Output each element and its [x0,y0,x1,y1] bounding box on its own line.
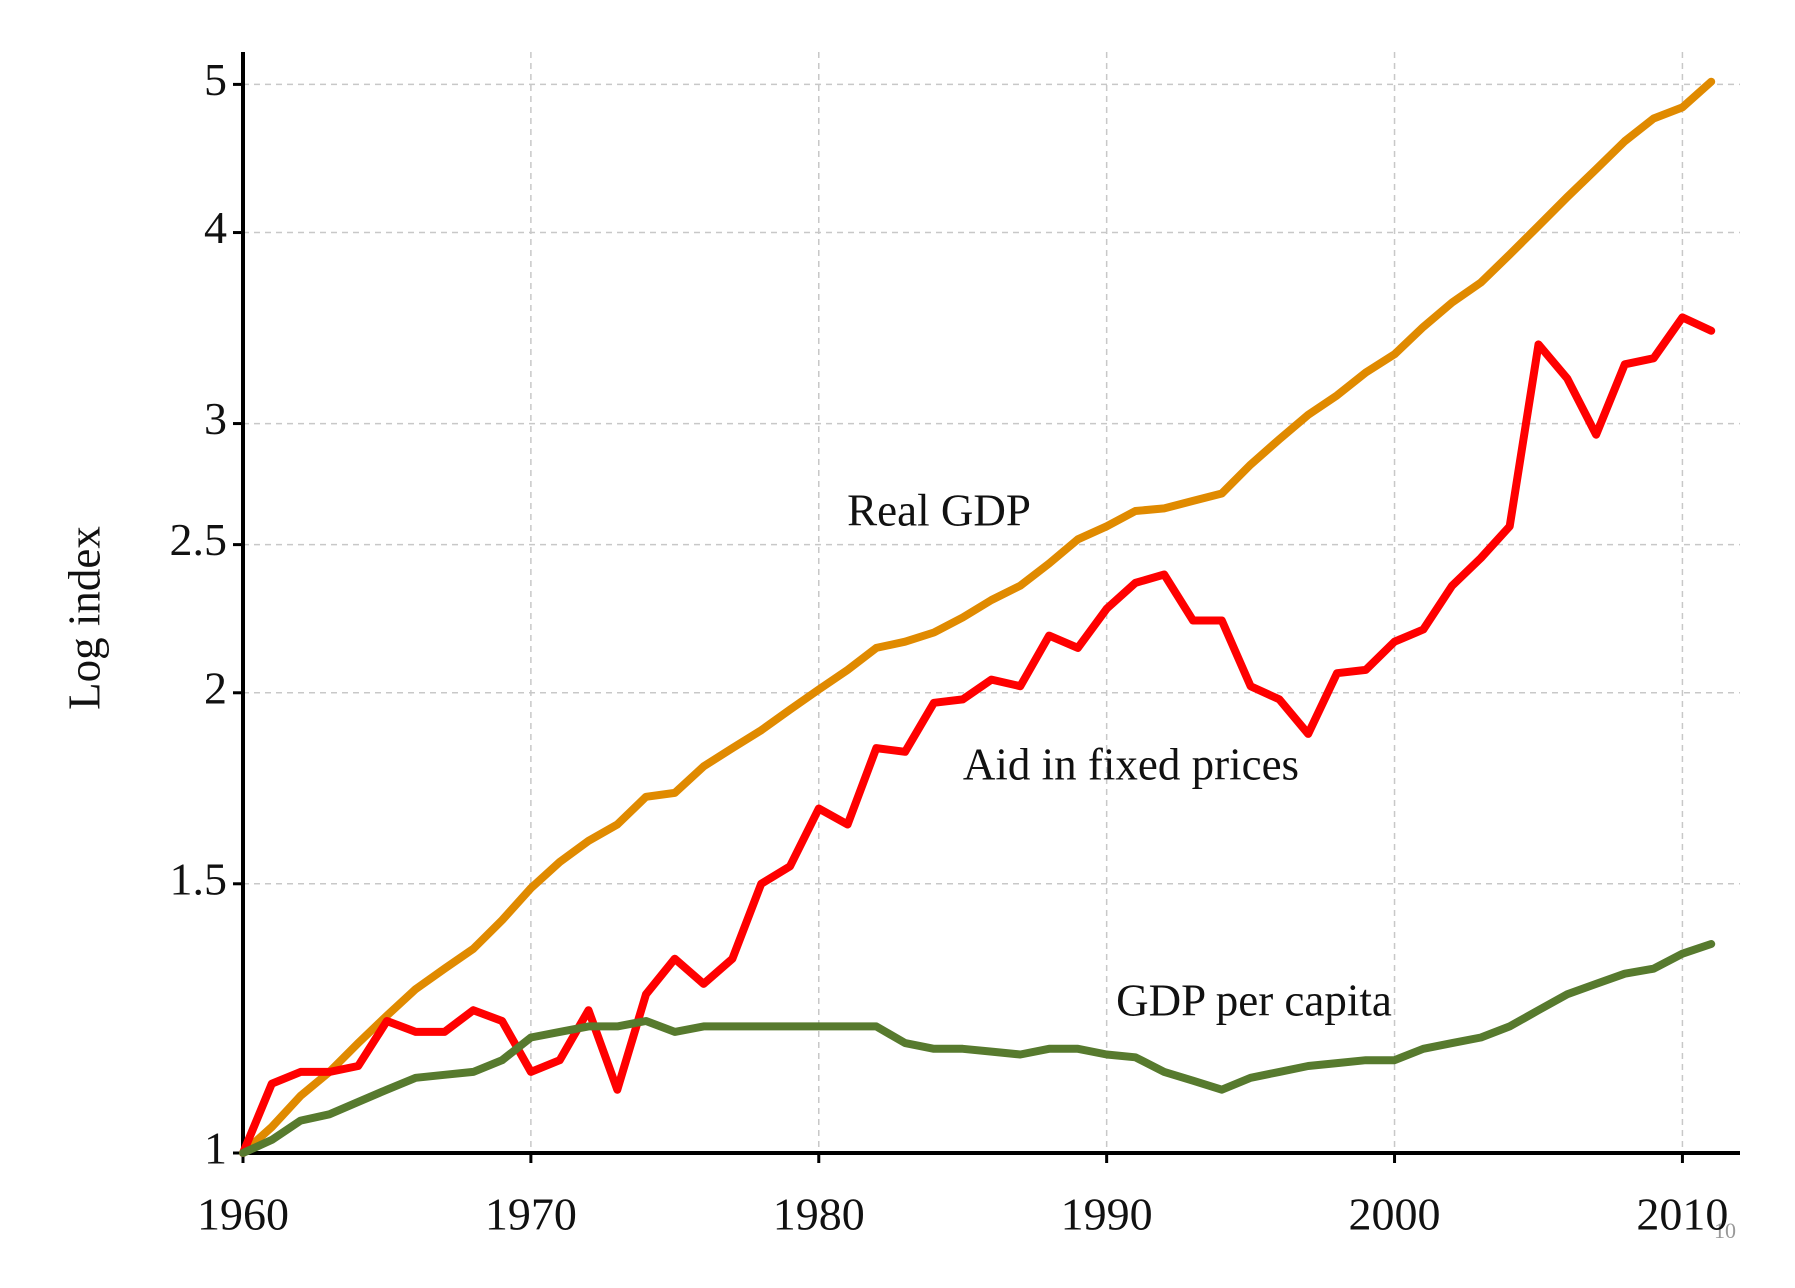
series-line [239,940,1716,1157]
series-label: GDP per capita [1116,975,1392,1025]
x-tick-label: 2000 [1349,1189,1441,1240]
series-line [239,77,1716,1157]
y-tick-label: 4 [204,202,227,253]
y-tick-label: 5 [204,54,227,105]
series-label: Real GDP [847,485,1031,535]
y-tick-label: 1.5 [170,853,228,904]
series-label: Aid in fixed prices [963,739,1299,789]
x-tick-label: 2010 [1636,1189,1728,1240]
y-tick-label: 1 [204,1123,227,1174]
x-tick-label: 1970 [485,1189,577,1240]
x-tick-label: 1990 [1061,1189,1153,1240]
x-tick-label: 1960 [197,1189,289,1240]
y-tick-label: 3 [204,393,227,444]
y-axis-label: Log index [59,526,109,710]
y-tick-label: 2.5 [170,514,228,565]
page-number: 10 [1714,1218,1736,1243]
y-tick-label: 2 [204,662,227,713]
x-tick-label: 1980 [773,1189,865,1240]
series-line [239,313,1716,1157]
